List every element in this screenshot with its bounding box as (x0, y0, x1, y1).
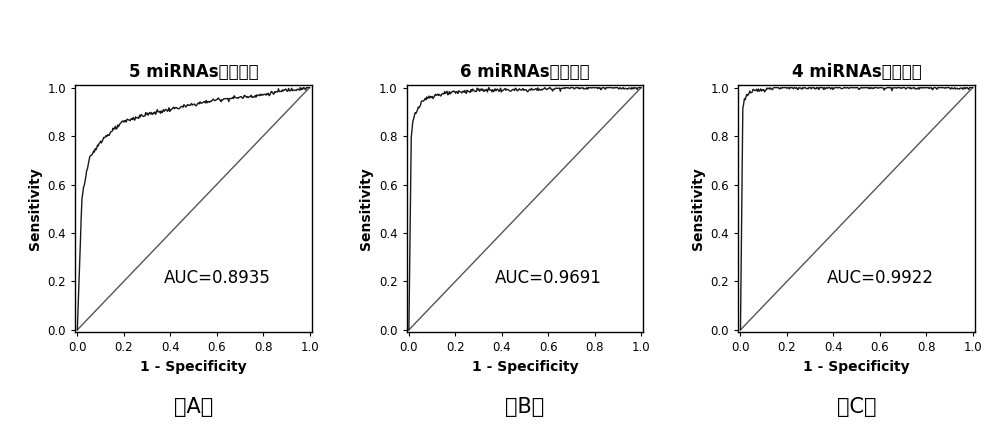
Text: AUC=0.8935: AUC=0.8935 (164, 269, 271, 287)
Y-axis label: Sensitivity: Sensitivity (28, 167, 42, 250)
Title: 6 miRNAs（鳞癌）: 6 miRNAs（鳞癌） (460, 63, 590, 81)
Text: （C）: （C） (837, 397, 876, 417)
Y-axis label: Sensitivity: Sensitivity (359, 167, 373, 250)
Text: AUC=0.9691: AUC=0.9691 (495, 269, 602, 287)
Text: AUC=0.9922: AUC=0.9922 (827, 269, 934, 287)
Text: （B）: （B） (505, 397, 545, 417)
X-axis label: 1 - Specificity: 1 - Specificity (140, 360, 247, 374)
Y-axis label: Sensitivity: Sensitivity (691, 167, 705, 250)
Title: 5 miRNAs（腺癌）: 5 miRNAs（腺癌） (129, 63, 258, 81)
Text: （A）: （A） (174, 397, 213, 417)
X-axis label: 1 - Specificity: 1 - Specificity (472, 360, 578, 374)
X-axis label: 1 - Specificity: 1 - Specificity (803, 360, 910, 374)
Title: 4 miRNAs（通用）: 4 miRNAs（通用） (792, 63, 921, 81)
